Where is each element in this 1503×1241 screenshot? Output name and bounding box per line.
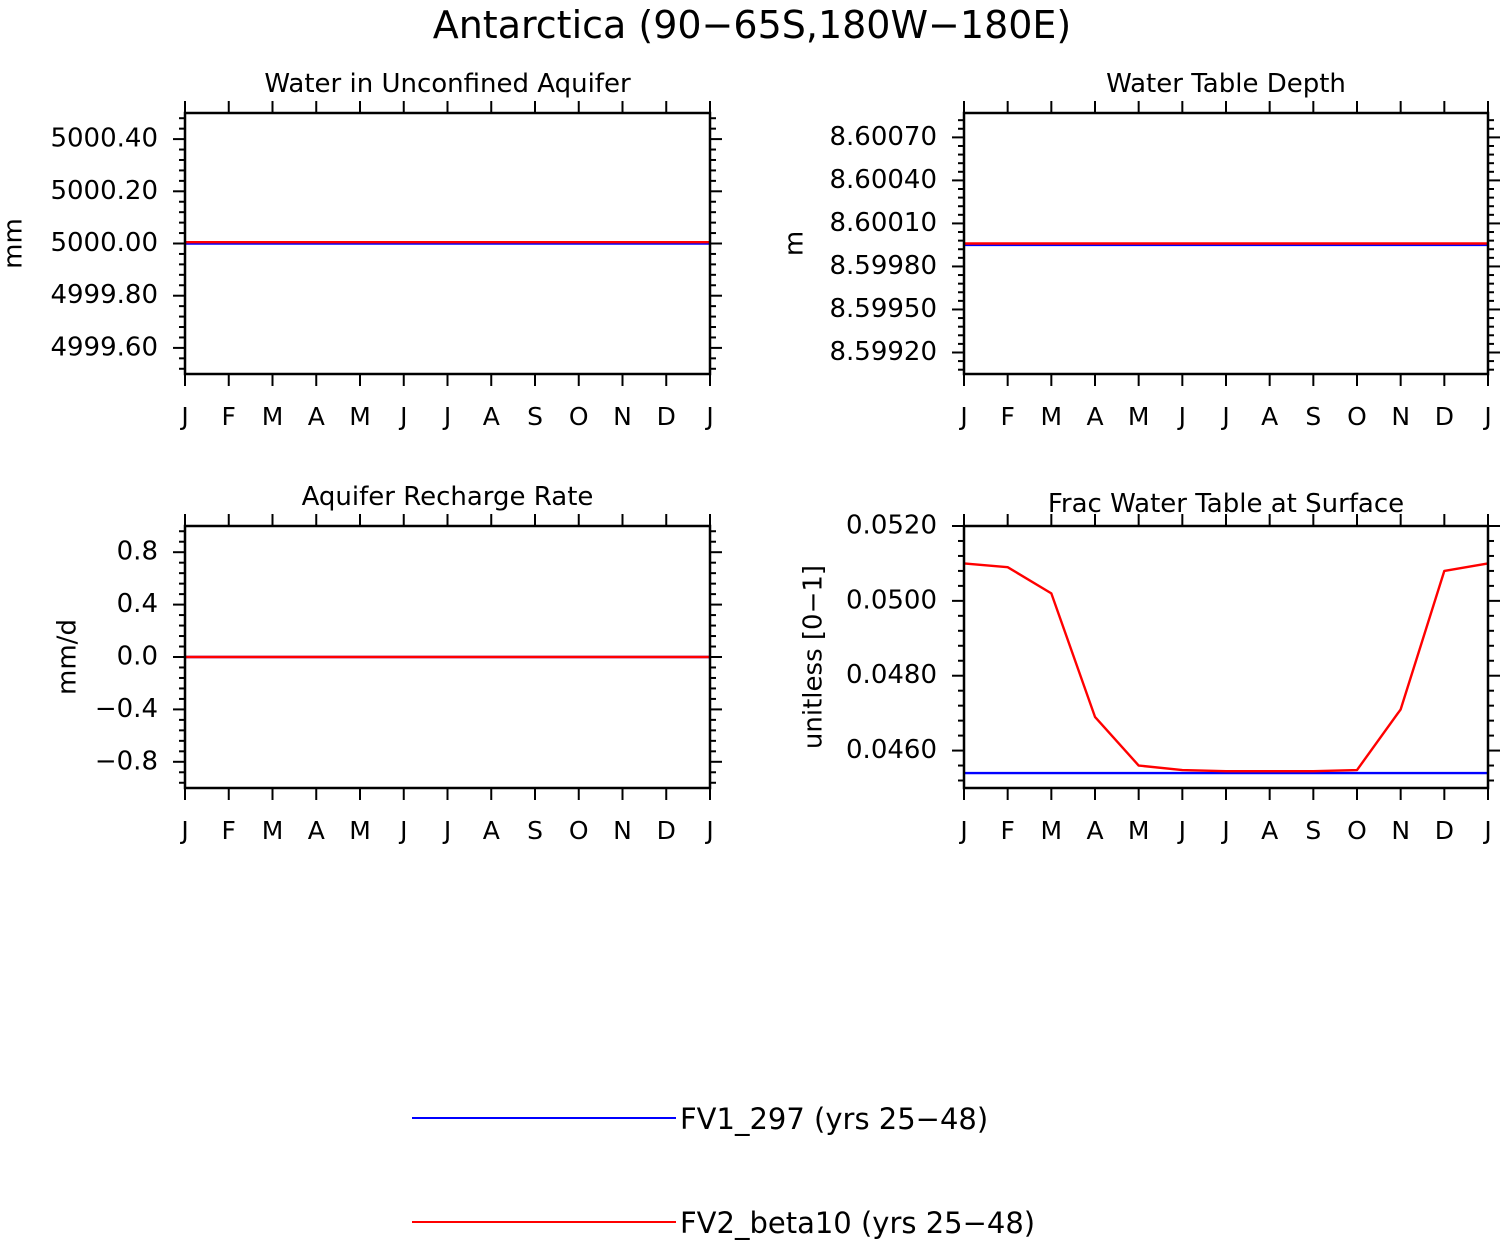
x-tick-label: F (222, 402, 236, 431)
series-line-fv2 (963, 562, 1489, 773)
x-tick-label: M (349, 816, 371, 845)
chart-title: Water in Unconfined Aquifer (264, 69, 631, 99)
y-tick-label: 0.8 (117, 537, 158, 567)
x-tick-label: A (483, 816, 500, 845)
y-tick-label: 8.59980 (829, 251, 937, 281)
x-tick-label: J (179, 816, 188, 845)
y-tick-label: −0.8 (95, 746, 158, 776)
x-tick-label: S (1305, 816, 1321, 845)
chart-title: Water Table Depth (1106, 69, 1346, 99)
y-tick-label: 0.0 (117, 642, 158, 672)
x-tick-label: A (1261, 816, 1278, 845)
y-tick-label: 0.0520 (846, 511, 937, 541)
page-title: Antarctica (90−65S,180W−180E) (433, 3, 1072, 47)
x-tick-label: J (958, 816, 967, 845)
x-tick-label: F (1000, 402, 1014, 431)
x-tick-label: A (308, 402, 325, 431)
x-tick-label: N (613, 816, 632, 845)
x-tick-label: N (1391, 816, 1410, 845)
x-tick-label: A (1086, 816, 1103, 845)
x-tick-label: M (349, 402, 371, 431)
x-tick-label: A (1261, 402, 1278, 431)
y-tick-label: 8.60070 (829, 122, 937, 152)
x-tick-label: J (1220, 816, 1229, 845)
x-tick-label: M (1041, 816, 1063, 845)
y-tick-label: 4999.80 (50, 280, 158, 310)
x-tick-label: J (704, 402, 713, 431)
y-tick-label: 0.0480 (846, 660, 937, 690)
y-tick-label: 8.60040 (829, 165, 937, 195)
y-tick-label: 0.4 (117, 589, 158, 619)
x-tick-label: J (1482, 402, 1491, 431)
legend-label-fv1: FV1_297 (yrs 25−48) (680, 1102, 988, 1136)
y-tick-label: 5000.00 (50, 228, 158, 258)
x-tick-label: J (1220, 402, 1229, 431)
x-tick-label: M (262, 816, 284, 845)
x-tick-label: A (1086, 402, 1103, 431)
y-tick-label: −0.4 (95, 694, 158, 724)
x-tick-label: J (1177, 402, 1186, 431)
plot-frame (183, 111, 712, 376)
plot-frame (962, 524, 1490, 790)
legend: FV1_297 (yrs 25−48) FV2_beta10 (yrs 25−4… (412, 1102, 1035, 1240)
x-tick-label: D (1435, 816, 1454, 845)
x-tick-label: J (1482, 816, 1491, 845)
x-tick-label: O (569, 402, 589, 431)
x-tick-label: A (483, 402, 500, 431)
x-tick-label: J (442, 816, 451, 845)
y-tick-label: 5000.40 (50, 124, 158, 154)
y-axis-label: mm/d (53, 619, 83, 695)
x-tick-label: N (613, 402, 632, 431)
x-tick-label: A (308, 816, 325, 845)
y-axis-label: mm (0, 218, 29, 269)
y-tick-label: 8.60010 (829, 208, 937, 238)
x-tick-label: M (1128, 402, 1150, 431)
x-tick-label: D (1435, 402, 1454, 431)
x-tick-label: O (1347, 816, 1367, 845)
x-tick-label: S (1305, 402, 1321, 431)
x-tick-label: S (527, 816, 543, 845)
y-tick-label: 5000.20 (50, 176, 158, 206)
x-tick-label: S (527, 402, 543, 431)
x-tick-label: J (1177, 816, 1186, 845)
plot-frame (183, 524, 712, 790)
x-tick-label: J (442, 402, 451, 431)
legend-label-fv2: FV2_beta10 (yrs 25−48) (680, 1206, 1035, 1240)
y-tick-label: 0.0460 (846, 735, 937, 765)
y-tick-label: 8.59920 (829, 337, 937, 367)
plot-frame (962, 111, 1490, 376)
y-axis-label: m (780, 231, 810, 256)
y-tick-label: 0.0500 (846, 585, 937, 615)
chart-title: Aquifer Recharge Rate (302, 482, 594, 512)
x-tick-label: M (262, 402, 284, 431)
x-tick-label: D (657, 402, 676, 431)
x-tick-label: D (657, 816, 676, 845)
y-tick-label: 4999.60 (50, 332, 158, 362)
x-tick-label: N (1391, 402, 1410, 431)
x-tick-label: F (1000, 816, 1014, 845)
x-tick-label: J (398, 402, 407, 431)
y-axis-label: unitless [0−1] (799, 565, 829, 749)
x-tick-label: J (398, 816, 407, 845)
x-tick-label: M (1041, 402, 1063, 431)
x-tick-label: J (179, 402, 188, 431)
x-tick-label: J (704, 816, 713, 845)
x-tick-label: O (569, 816, 589, 845)
y-tick-label: 8.59950 (829, 294, 937, 324)
x-tick-label: F (222, 816, 236, 845)
x-tick-label: J (958, 402, 967, 431)
x-tick-label: O (1347, 402, 1367, 431)
x-tick-label: M (1128, 816, 1150, 845)
